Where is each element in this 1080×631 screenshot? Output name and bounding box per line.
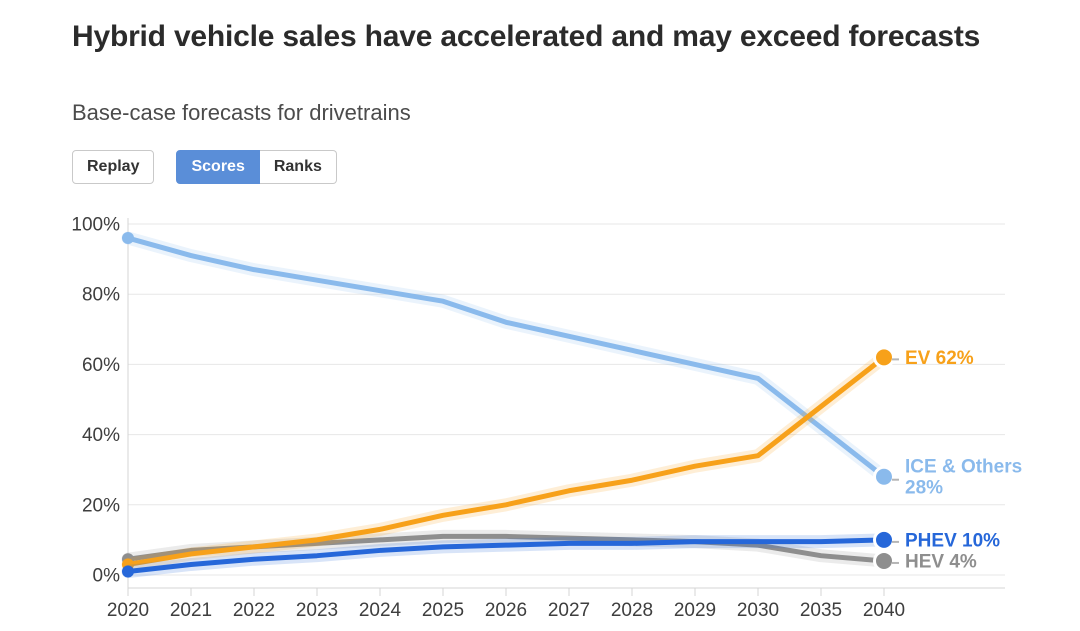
- x-tick-label-2027: 2027: [548, 600, 590, 621]
- x-tick-label-2024: 2024: [359, 600, 402, 621]
- series-start-dot-phev: [122, 565, 134, 578]
- series-start-dot-ice-others: [122, 232, 134, 245]
- series-line-ice-others: [125, 235, 887, 480]
- x-tick-label-2023: 2023: [296, 600, 338, 621]
- x-tick-label-2030: 2030: [737, 600, 779, 621]
- drivetrain-forecast-line-chart: 0% 20% 40% 60% 80% 100% 2020 2021 2022 2023 2024 20…: [71, 215, 1022, 622]
- x-tick-label-2035: 2035: [800, 600, 842, 621]
- tab-ranks[interactable]: Ranks: [259, 150, 337, 185]
- x-tick-label-2022: 2022: [233, 600, 275, 621]
- y-tick-label-80: 80%: [82, 285, 120, 306]
- series-end-label-phev: PHEV 10%: [905, 530, 1000, 551]
- series-line-ev: [125, 354, 887, 567]
- y-tick-label-40: 40%: [82, 425, 120, 446]
- scores-ranks-toggle: Scores Ranks: [176, 150, 337, 185]
- y-tick-label-60: 60%: [82, 355, 120, 376]
- series-end-dot-hev: [873, 549, 895, 572]
- series-end-dot-ev: [873, 346, 895, 369]
- x-tick-label-2028: 2028: [611, 600, 653, 621]
- replay-button[interactable]: Replay: [72, 150, 155, 185]
- y-tick-label-100: 100%: [71, 215, 120, 236]
- page-subtitle: Base-case forecasts for drivetrains: [72, 100, 411, 125]
- x-tick-label-2040: 2040: [863, 600, 905, 621]
- x-tick-label-2029: 2029: [674, 600, 716, 621]
- series-line-phev: [125, 537, 887, 574]
- x-tick-label-2025: 2025: [422, 600, 464, 621]
- series-end-dot-phev: [873, 528, 895, 551]
- chart-controls: Replay Scores Ranks: [72, 150, 337, 185]
- y-tick-label-20: 20%: [82, 495, 120, 516]
- series-end-label-ice-others: ICE & Others 28%: [905, 457, 1022, 499]
- series-end-label-ev: EV 62%: [905, 348, 974, 369]
- series-end-dot-ice-others: [873, 465, 895, 488]
- tab-scores[interactable]: Scores: [176, 150, 260, 185]
- page-title: Hybrid vehicle sales have accelerated an…: [72, 20, 981, 53]
- x-tick-label-2020: 2020: [107, 600, 149, 621]
- y-tick-label-0: 0%: [93, 566, 121, 587]
- x-tick-label-2021: 2021: [170, 600, 212, 621]
- series-end-label-hev: HEV 4%: [905, 551, 977, 572]
- x-tick-label-2026: 2026: [485, 600, 527, 621]
